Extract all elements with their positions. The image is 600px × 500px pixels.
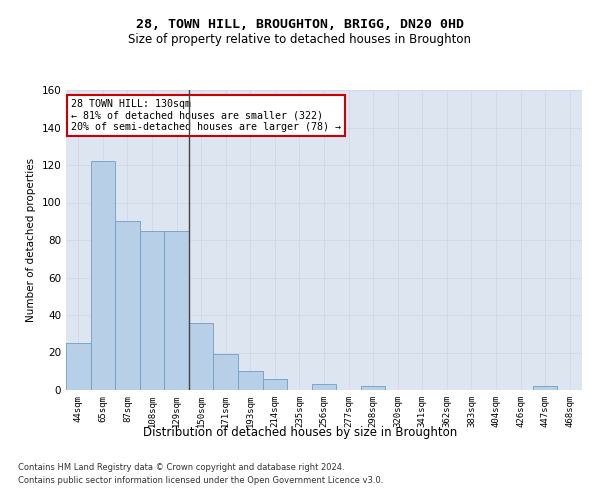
Bar — [115, 221, 140, 390]
Bar — [66, 343, 91, 390]
Bar — [361, 386, 385, 390]
Bar — [263, 379, 287, 390]
Bar — [214, 354, 238, 390]
Bar — [140, 230, 164, 390]
Bar — [91, 161, 115, 390]
Bar — [312, 384, 336, 390]
Bar — [533, 386, 557, 390]
Text: 28, TOWN HILL, BROUGHTON, BRIGG, DN20 0HD: 28, TOWN HILL, BROUGHTON, BRIGG, DN20 0H… — [136, 18, 464, 30]
Text: 28 TOWN HILL: 130sqm
← 81% of detached houses are smaller (322)
20% of semi-deta: 28 TOWN HILL: 130sqm ← 81% of detached h… — [71, 99, 341, 132]
Text: Contains HM Land Registry data © Crown copyright and database right 2024.: Contains HM Land Registry data © Crown c… — [18, 464, 344, 472]
Bar — [238, 371, 263, 390]
Text: Distribution of detached houses by size in Broughton: Distribution of detached houses by size … — [143, 426, 457, 439]
Y-axis label: Number of detached properties: Number of detached properties — [26, 158, 36, 322]
Bar — [189, 322, 214, 390]
Text: Size of property relative to detached houses in Broughton: Size of property relative to detached ho… — [128, 32, 472, 46]
Bar — [164, 230, 189, 390]
Text: Contains public sector information licensed under the Open Government Licence v3: Contains public sector information licen… — [18, 476, 383, 485]
